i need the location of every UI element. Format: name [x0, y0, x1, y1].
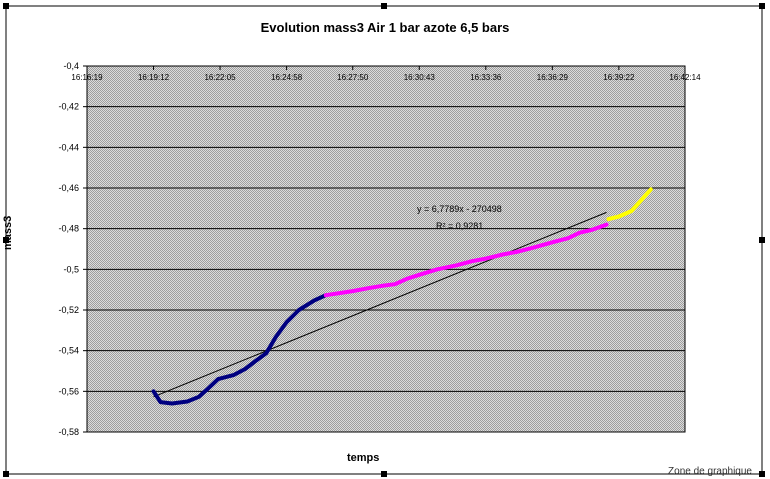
- resize-handle-bottom-right[interactable]: [759, 471, 765, 477]
- resize-handle-top-right[interactable]: [759, 3, 765, 9]
- y-tick-label: -0,52: [58, 305, 79, 315]
- x-tick-label: 16:36:29: [537, 73, 569, 82]
- x-tick-label: 16:19:12: [138, 73, 170, 82]
- x-tick-label: 16:42:14: [669, 73, 701, 82]
- x-tick-label: 16:33:36: [470, 73, 502, 82]
- y-tick-label: -0,42: [58, 102, 79, 112]
- x-tick-label: 16:24:58: [271, 73, 303, 82]
- resize-handle-bottom-left[interactable]: [3, 471, 9, 477]
- y-axis-label: mass3: [2, 215, 14, 250]
- y-tick-label: -0,46: [58, 183, 79, 193]
- gridlines: [87, 106, 685, 392]
- x-tick-label: 16:16:19: [71, 73, 103, 82]
- resize-handle-middle-left[interactable]: [3, 237, 9, 243]
- trendline-equation: y = 6,7789x - 270498: [417, 204, 502, 214]
- x-tick-label: 16:30:43: [404, 73, 436, 82]
- series-line-2: [323, 222, 609, 298]
- y-axis: -0,4 -0,42 -0,44 -0,46 -0,48 -0,5 -0,52 -0,54 -0…: [58, 61, 87, 437]
- plot-area: [86, 65, 686, 433]
- x-tick-label: 16:39:22: [603, 73, 635, 82]
- trendline-labels: y = 6,7789x - 270498 R² = 0,9281: [417, 204, 502, 231]
- resize-handle-middle-right[interactable]: [759, 237, 765, 243]
- trendline: [153, 211, 607, 398]
- y-tick-label: -0,44: [58, 142, 79, 152]
- y-tick-label: -0,54: [58, 346, 79, 356]
- series-group: [151, 187, 653, 406]
- trendline-r2: R² = 0,9281: [436, 221, 483, 231]
- y-tick-label: -0,4: [63, 61, 79, 71]
- x-axis-label: temps: [347, 452, 380, 464]
- y-tick-label: -0,58: [58, 427, 79, 437]
- y-tick-label: -0,48: [58, 224, 79, 234]
- x-tick-label: 16:22:05: [204, 73, 236, 82]
- trendline-group: [153, 211, 607, 398]
- resize-handle-bottom-center[interactable]: [381, 471, 387, 477]
- y-tick-label: -0,5: [63, 264, 79, 274]
- x-tick-label: 16:27:50: [337, 73, 369, 82]
- resize-handle-top-left[interactable]: [3, 3, 9, 9]
- y-tick-label: -0,56: [58, 386, 79, 396]
- series-line-1: [151, 293, 328, 406]
- chart-title: Evolution mass3 Air 1 bar azote 6,5 bars: [260, 20, 510, 35]
- zone-de-graphique-tooltip: Zone de graphique: [668, 466, 752, 477]
- series-line-3: [606, 187, 653, 222]
- x-axis: 16:16:19 16:19:12 16:22:05 16:24:58 16:27:50…: [71, 66, 701, 82]
- resize-handle-top-center[interactable]: [381, 3, 387, 9]
